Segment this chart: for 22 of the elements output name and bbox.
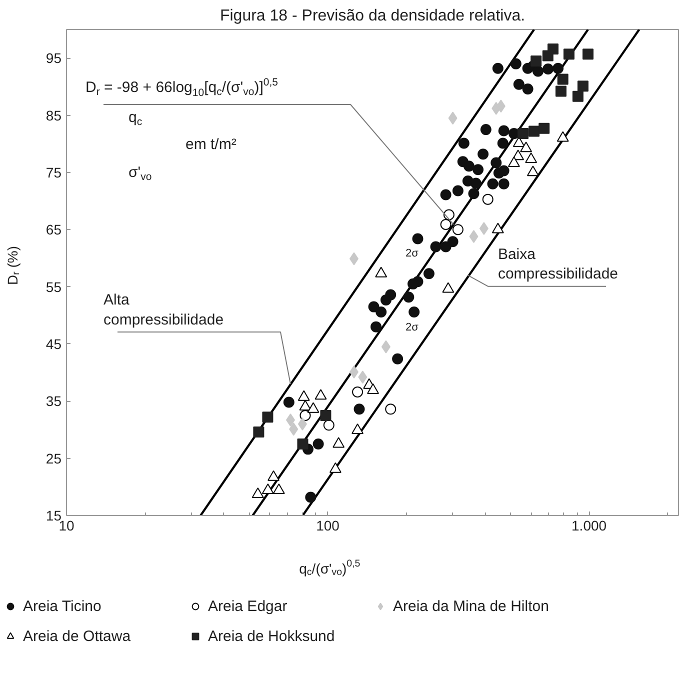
annotation: 2σ [406, 322, 419, 334]
legend-label: Areia Ticino [23, 598, 102, 614]
y-tick-label: 55 [46, 278, 62, 295]
y-tick-label: 35 [46, 393, 62, 410]
legend-label: Areia da Mina de Hilton [393, 598, 549, 614]
chart-title: Figura 18 - Previsão da densidade relativa. [220, 8, 526, 24]
annotation: 2σ [406, 248, 419, 260]
y-tick-label: 85 [46, 107, 62, 124]
legend-label: Areia de Ottawa [23, 628, 132, 644]
y-tick-label: 75 [46, 164, 62, 180]
annotation: Alta compressibilidade [103, 292, 224, 328]
x-tick-label: 100 [316, 518, 340, 534]
legend-label: Areia Edgar [208, 598, 288, 614]
annotation: em t/m² [186, 136, 236, 153]
annotation: Baixa compressibilidade [498, 246, 618, 283]
y-tick-label: 25 [46, 450, 62, 466]
y-tick-label: 95 [46, 50, 62, 66]
x-tick-label: 1.000 [572, 518, 607, 534]
legend-label: Areia de Hokksund [208, 628, 336, 644]
y-axis-title: Dr (%) [4, 246, 22, 286]
y-tick-label: 65 [46, 222, 62, 238]
y-tick-label: 45 [46, 336, 62, 352]
